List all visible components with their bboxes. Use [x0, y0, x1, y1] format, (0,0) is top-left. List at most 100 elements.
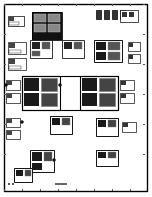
Bar [30, 150, 54, 172]
Bar [121, 81, 126, 85]
Bar [98, 120, 106, 127]
Bar [112, 4, 113, 6]
Bar [130, 4, 131, 6]
Bar [129, 12, 134, 17]
Bar [80, 76, 118, 110]
Bar [41, 78, 57, 91]
Bar [129, 55, 133, 59]
Bar [8, 42, 26, 54]
Bar [120, 10, 125, 19]
Bar [99, 93, 115, 106]
Bar [128, 42, 140, 51]
Bar [22, 76, 60, 110]
Bar [143, 4, 145, 5]
Bar [108, 152, 116, 158]
Bar [96, 42, 106, 50]
Bar [143, 64, 145, 65]
Bar [40, 4, 41, 6]
Bar [9, 22, 19, 25]
Bar [9, 66, 21, 69]
Bar [96, 10, 101, 19]
Bar [120, 80, 134, 90]
Bar [112, 10, 117, 19]
Bar [128, 54, 140, 63]
Bar [7, 119, 12, 123]
Bar [143, 34, 145, 35]
Bar [16, 170, 23, 176]
Bar [4, 124, 5, 125]
Circle shape [53, 159, 55, 161]
Circle shape [21, 121, 23, 123]
Bar [64, 42, 72, 49]
Bar [9, 50, 21, 53]
Bar [12, 183, 14, 185]
Bar [99, 78, 115, 91]
Bar [30, 40, 52, 58]
Bar [76, 189, 77, 190]
Bar [112, 189, 113, 190]
Bar [9, 43, 15, 48]
Bar [143, 124, 145, 125]
Bar [8, 58, 26, 70]
Bar [98, 152, 106, 158]
Bar [4, 154, 5, 155]
Bar [41, 93, 57, 106]
Bar [6, 93, 20, 103]
Bar [82, 78, 97, 91]
Bar [62, 118, 70, 125]
Bar [22, 4, 23, 6]
Bar [6, 130, 20, 139]
Bar [55, 183, 67, 185]
Bar [44, 152, 52, 161]
Bar [22, 189, 23, 190]
Bar [120, 93, 134, 103]
Bar [58, 4, 59, 6]
Bar [120, 10, 138, 22]
Bar [94, 4, 95, 6]
Bar [4, 94, 5, 95]
Bar [14, 168, 32, 182]
Bar [104, 10, 109, 19]
Bar [4, 189, 5, 190]
Bar [108, 120, 116, 127]
Bar [122, 122, 136, 132]
Bar [32, 152, 42, 161]
Bar [9, 17, 14, 21]
Bar [7, 94, 12, 98]
Bar [96, 118, 118, 136]
Bar [96, 52, 106, 60]
Bar [40, 189, 41, 190]
Bar [129, 43, 133, 47]
Bar [123, 123, 128, 127]
Bar [4, 64, 5, 65]
Bar [52, 118, 60, 125]
Bar [22, 76, 118, 110]
Bar [48, 24, 60, 32]
Bar [62, 40, 84, 58]
Bar [7, 81, 12, 85]
Bar [121, 94, 126, 98]
Bar [4, 4, 5, 5]
Bar [108, 52, 120, 60]
Bar [122, 12, 127, 17]
Bar [8, 16, 24, 26]
Bar [24, 78, 39, 91]
Bar [32, 163, 42, 170]
Bar [24, 93, 39, 106]
Circle shape [59, 84, 61, 86]
Bar [32, 51, 40, 56]
Bar [34, 24, 46, 32]
Bar [48, 14, 60, 22]
Bar [32, 12, 62, 40]
Bar [58, 189, 59, 190]
Bar [96, 150, 118, 166]
Bar [50, 116, 72, 134]
Bar [94, 40, 122, 62]
Bar [8, 183, 10, 185]
Bar [32, 12, 62, 40]
Bar [74, 42, 82, 49]
Circle shape [5, 84, 7, 86]
Bar [4, 34, 5, 35]
Bar [42, 42, 50, 49]
Bar [32, 42, 40, 49]
